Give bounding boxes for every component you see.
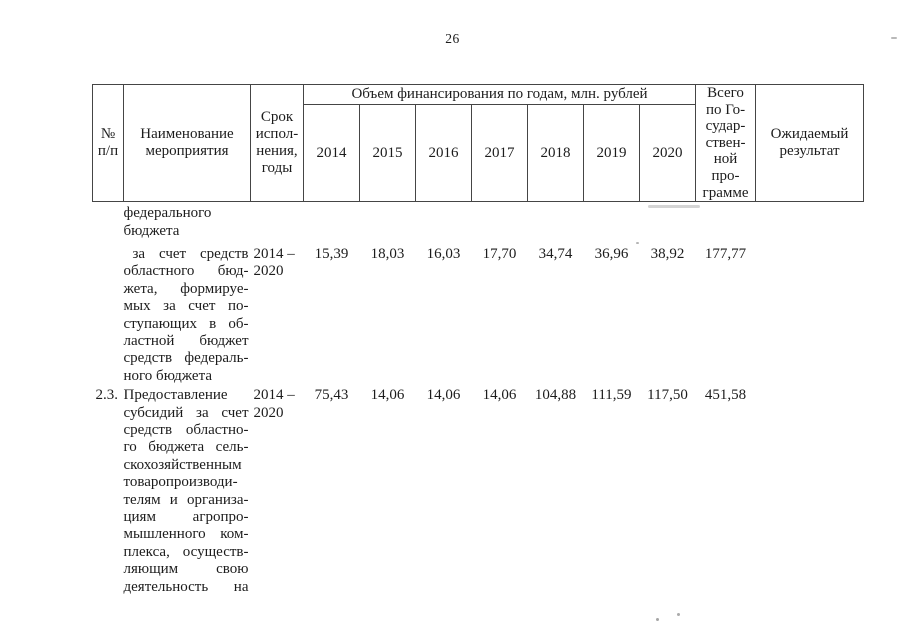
name-line: мышленного ком- [123,526,249,543]
value-cell: 34,74 [538,245,573,262]
value-cell: 111,59 [591,387,632,404]
name-line: средств федераль- [123,350,249,367]
term-cell [251,202,304,240]
total-cell: 177,77 [704,245,747,262]
total-cell: 451,58 [704,387,747,404]
header-num-col: № п/п [92,83,124,203]
header-year-2019: 2019 [583,104,640,203]
value-cell [528,202,584,240]
value-cell [304,202,360,240]
header-year-2020: 2020 [638,104,697,203]
name-line: ластной бюджет [123,333,249,349]
value-cell: 36,96 [594,245,629,262]
financing-table: № п/п Наименование мероприятия Срок испо… [92,83,865,596]
measure-name-cell: федерального бюджета [124,202,251,240]
value-cell: 14,06 [482,387,517,404]
name-line: плекса, осуществ- [123,543,249,560]
scan-speck [891,37,897,39]
name-line: циям агропро- [123,509,249,526]
name-line: средств областно- [123,422,249,439]
table-row: за счет средств областного бюд- жета, фо… [93,240,864,385]
page-number: 26 [445,31,460,46]
value-cell: 117,50 [647,387,688,404]
term-cell: 2014 – 2020 [253,387,295,421]
name-line: скохозяйственным [123,456,242,473]
value-cell: 14,06 [426,387,461,404]
value-cell [360,202,416,240]
value-cell: 104,88 [534,387,577,404]
name-line: товаропроизводи- [123,474,238,491]
name-line: бюджета [123,222,180,239]
total-cell [696,202,756,240]
table-row: 2.3. Предоставление субсидий за счет сре… [93,385,864,596]
name-line: ного бюджета [123,367,212,384]
header-expected-col: Ожидаемый результат [755,83,865,203]
measure-name-cell: за счет средств областного бюд- жета, фо… [124,240,251,385]
scan-speck [636,242,639,244]
value-cell: 15,39 [314,245,349,262]
expected-result-cell [756,240,864,385]
value-cell: 38,92 [650,245,685,262]
name-line: субсидий за счет [123,404,249,421]
header-year-2018: 2018 [527,104,584,203]
value-cell: 75,43 [314,387,349,404]
header-name-col: Наименование мероприятия [123,83,251,203]
value-cell [584,202,640,240]
header-year-2015: 2015 [359,104,416,203]
name-line: за счет средств [132,245,249,262]
header-total-col: Всего по Го- судар- ствен- ной про- грам… [695,83,757,203]
expected-result-cell [756,202,864,240]
row-number-cell [93,240,124,385]
measure-name-cell: Предоставление субсидий за счет средств … [124,385,251,596]
value-cell: 18,03 [370,245,405,262]
table-header: № п/п Наименование мероприятия Срок испо… [92,83,865,203]
name-line: деятельность на [123,578,249,595]
value-cell [416,202,472,240]
name-line: федерального [123,205,212,222]
scan-speck [677,613,680,616]
name-line: ступающих в об- [123,315,249,332]
scan-smudge [648,205,700,208]
scan-speck [656,618,659,621]
term-cell: 2014 – 2020 [253,245,295,280]
name-line: Предоставление [123,387,228,404]
name-line: областного бюд- [123,263,249,280]
header-year-2014: 2014 [303,104,360,203]
row-number-cell: 2.3. [95,387,119,404]
header-term-col: Срок испол- нения, годы [250,83,304,203]
value-cell: 16,03 [426,245,461,262]
name-line: мых за счет по- [123,298,249,315]
header-year-2016: 2016 [415,104,472,203]
value-cell [472,202,528,240]
value-cell: 17,70 [482,245,517,262]
row-number-cell [93,202,124,240]
header-financing-span: Объем финансирования по годам, млн. рубл… [302,83,697,106]
value-cell: 14,06 [370,387,405,404]
name-line: го бюджета сель- [123,439,249,456]
name-line: ляющим свою [123,561,249,578]
name-line: телям и организа- [123,491,249,508]
expected-result-cell [756,385,864,596]
table-row: федерального бюджета [93,202,864,240]
name-line: жета, формируе- [123,280,249,297]
header-year-2017: 2017 [471,104,528,203]
